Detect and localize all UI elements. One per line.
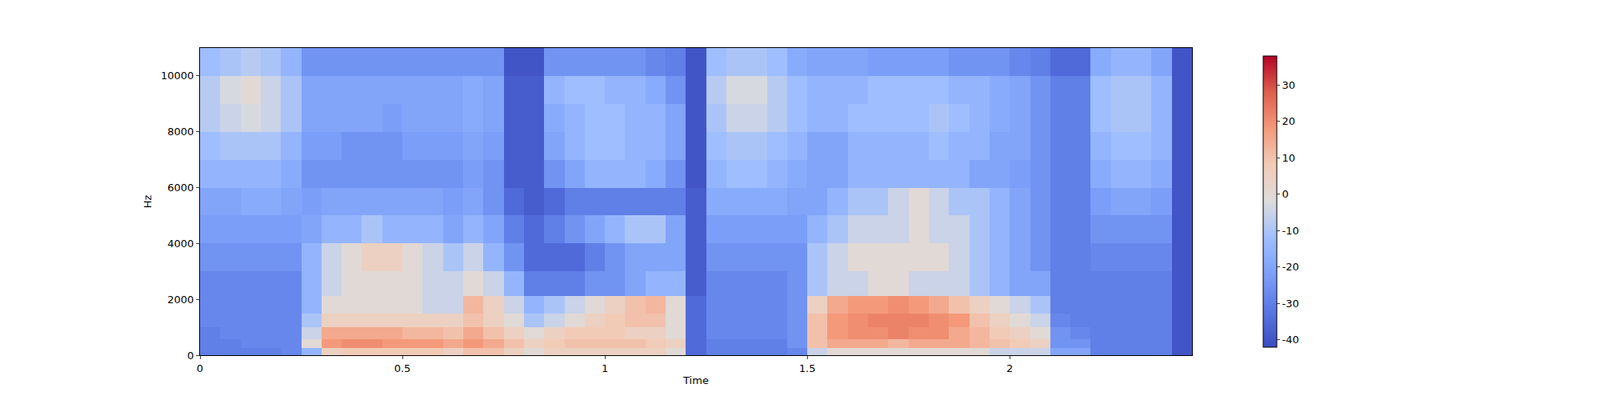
svg-text:-20: -20	[1282, 260, 1300, 273]
svg-text:0: 0	[196, 362, 204, 375]
svg-text:2000: 2000	[167, 293, 194, 306]
svg-text:-10: -10	[1282, 224, 1300, 237]
svg-text:Hz: Hz	[141, 195, 154, 209]
svg-text:30: 30	[1282, 79, 1296, 92]
svg-text:2: 2	[1006, 362, 1013, 375]
svg-text:6000: 6000	[167, 181, 194, 194]
svg-text:10000: 10000	[160, 69, 194, 82]
svg-text:4000: 4000	[167, 237, 194, 250]
svg-text:20: 20	[1282, 115, 1296, 128]
svg-text:-40: -40	[1282, 333, 1300, 346]
svg-text:8000: 8000	[167, 125, 194, 138]
svg-text:Time: Time	[682, 374, 709, 387]
svg-text:0: 0	[187, 349, 194, 362]
svg-text:10: 10	[1282, 152, 1296, 164]
svg-text:1.5: 1.5	[799, 362, 816, 375]
svg-text:-30: -30	[1282, 297, 1300, 310]
svg-text:0: 0	[1282, 188, 1289, 200]
svg-text:1: 1	[601, 362, 608, 375]
svg-text:0.5: 0.5	[394, 362, 412, 375]
